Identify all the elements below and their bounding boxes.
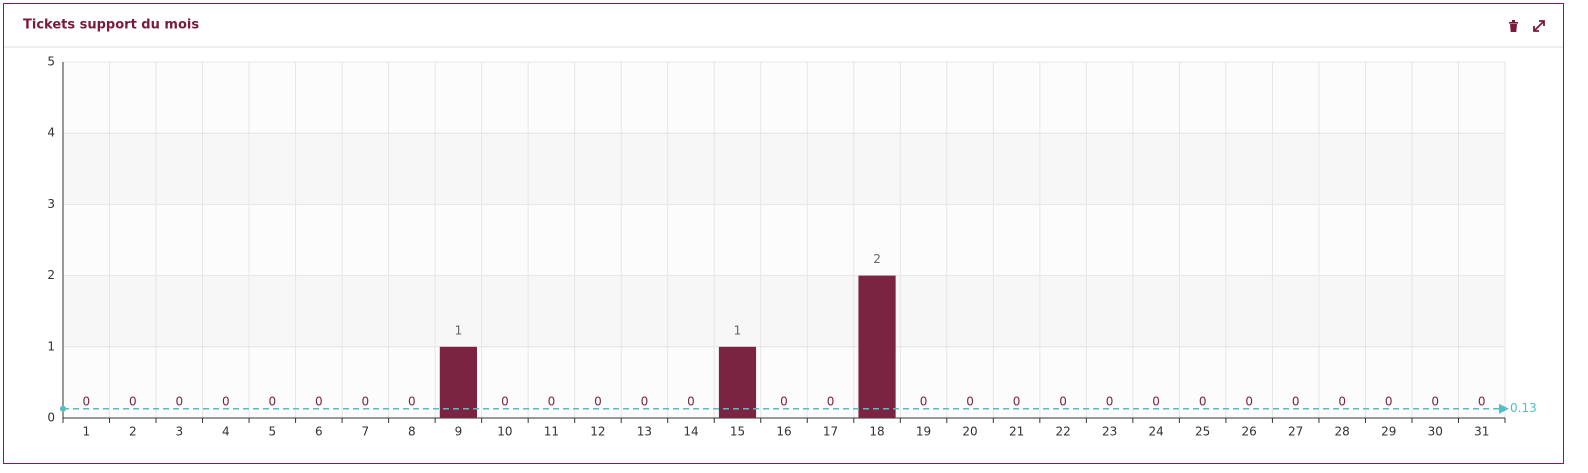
x-tick-label: 5 [269,425,277,439]
average-label: 0.13 [1510,401,1537,415]
data-label: 0 [687,395,695,409]
data-label: 0 [920,395,928,409]
data-label: 0 [129,395,137,409]
data-label: 0 [641,395,649,409]
y-tick-label: 0 [47,411,55,425]
x-tick-label: 13 [637,425,652,439]
x-tick-label: 3 [175,425,183,439]
bar [439,346,477,418]
expand-icon[interactable] [1533,20,1545,32]
bar [718,346,757,418]
x-tick-label: 7 [362,425,370,439]
data-label: 0 [222,395,230,409]
x-tick-label: 20 [962,425,977,439]
x-tick-label: 28 [1335,425,1350,439]
bar [858,275,896,418]
data-label: 0 [1338,395,1346,409]
x-tick-label: 29 [1381,425,1396,439]
x-tick-label: 9 [455,425,463,439]
data-label: 2 [873,252,881,266]
x-tick-label: 8 [408,425,416,439]
grid-band [63,204,1505,276]
y-tick-label: 3 [47,197,55,211]
x-tick-label: 18 [869,425,884,439]
data-label: 0 [269,395,277,409]
x-tick-label: 19 [916,425,931,439]
data-label: 0 [1152,395,1160,409]
data-label: 1 [734,323,742,337]
data-label: 0 [175,395,183,409]
data-label: 0 [1292,395,1300,409]
average-arrow [1499,403,1509,414]
grid-band [63,275,1505,347]
x-tick-label: 6 [315,425,323,439]
average-start [60,405,66,412]
x-tick-label: 30 [1428,425,1443,439]
grid-band [63,133,1505,205]
x-tick-label: 21 [1009,425,1024,439]
grid-band [63,62,1505,134]
data-label: 0 [501,395,509,409]
y-tick-label: 5 [47,55,55,69]
y-tick-label: 2 [47,268,55,282]
x-tick-label: 12 [590,425,605,439]
x-tick-label: 11 [544,425,559,439]
data-label: 0 [1106,395,1114,409]
y-tick-label: 1 [47,339,55,353]
data-label: 0 [362,395,370,409]
x-tick-label: 22 [1055,425,1070,439]
data-label: 0 [548,395,556,409]
data-label: 0 [966,395,974,409]
data-label: 0 [408,395,416,409]
x-tick-label: 27 [1288,425,1303,439]
data-label: 0 [82,395,90,409]
x-tick-label: 14 [683,425,698,439]
plot-area: 0123451020304050607080911001101201301401… [47,55,1536,439]
y-tick-label: 4 [47,126,55,140]
x-tick-label: 17 [823,425,838,439]
x-tick-label: 1 [82,425,90,439]
x-tick-label: 26 [1242,425,1257,439]
x-tick-label: 24 [1148,425,1163,439]
data-label: 0 [1478,395,1486,409]
x-tick-label: 4 [222,425,230,439]
x-tick-label: 23 [1102,425,1117,439]
data-label: 0 [1059,395,1067,409]
x-tick-label: 2 [129,425,137,439]
x-tick-label: 25 [1195,425,1210,439]
grid-band [63,346,1505,418]
data-label: 0 [1013,395,1021,409]
data-label: 0 [1385,395,1393,409]
data-label: 0 [1431,395,1439,409]
x-tick-label: 31 [1474,425,1489,439]
data-label: 0 [1245,395,1253,409]
x-tick-label: 16 [776,425,791,439]
x-tick-label: 15 [730,425,745,439]
x-tick-label: 10 [497,425,512,439]
delete-icon[interactable] [1509,20,1518,32]
data-label: 0 [315,395,323,409]
data-label: 0 [827,395,835,409]
data-label: 0 [780,395,788,409]
data-label: 0 [594,395,602,409]
chart-title: Tickets support du mois [23,18,199,33]
data-label: 0 [1199,395,1207,409]
data-label: 1 [455,323,463,337]
